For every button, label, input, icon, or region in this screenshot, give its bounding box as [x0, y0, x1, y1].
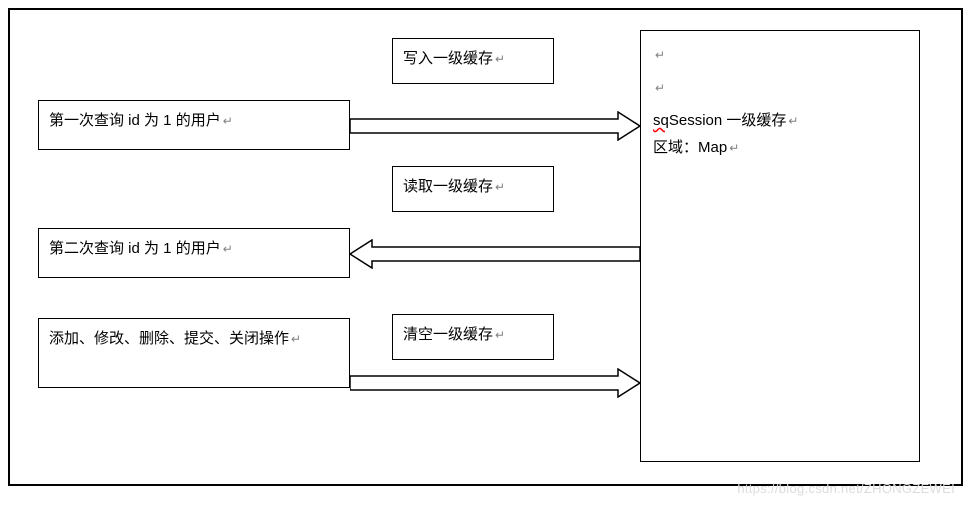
cache-line2-text: 区域：Map — [653, 139, 727, 156]
cache-sq-prefix: sq — [653, 112, 669, 129]
node-clear-cache-text: 清空一级缓存 — [403, 326, 493, 343]
return-mark: ↵ — [291, 332, 301, 346]
node-clear-cache: 清空一级缓存↵ — [392, 314, 554, 360]
return-mark: ↵ — [729, 141, 739, 155]
node-query2-text: 第二次查询 id 为 1 的用户 — [49, 240, 221, 257]
return-mark: ↵ — [495, 52, 505, 66]
node-write-cache-text: 写入一级缓存 — [403, 50, 493, 67]
return-mark: ↵ — [223, 242, 233, 256]
node-query2: 第二次查询 id 为 1 的用户↵ — [38, 228, 350, 278]
arrow-query1-to-cache — [350, 111, 640, 141]
node-query1: 第一次查询 id 为 1 的用户↵ — [38, 100, 350, 150]
return-mark: ↵ — [223, 114, 233, 128]
node-read-cache-text: 读取一级缓存 — [403, 178, 493, 195]
node-cache-region: ↵ ↵ sqSession 一级缓存↵ 区域：Map↵ — [640, 30, 920, 462]
watermark: https://blog.csdn.net/ZHONGZEWEI — [737, 481, 955, 496]
node-ops-text: 添加、修改、删除、提交、关闭操作 — [49, 330, 289, 347]
cache-line2: 区域：Map↵ — [653, 134, 907, 161]
node-query1-text: 第一次查询 id 为 1 的用户 — [49, 112, 221, 129]
cache-line1: sqSession 一级缓存↵ — [653, 107, 907, 134]
node-read-cache: 读取一级缓存↵ — [392, 166, 554, 212]
node-write-cache: 写入一级缓存↵ — [392, 38, 554, 84]
node-ops: 添加、修改、删除、提交、关闭操作↵ — [38, 318, 350, 388]
cache-line1-rest: Session 一级缓存 — [669, 112, 787, 129]
arrow-cache-to-query2 — [350, 239, 640, 269]
return-mark: ↵ — [655, 81, 665, 95]
arrow-ops-to-cache — [350, 368, 640, 398]
return-mark: ↵ — [495, 180, 505, 194]
return-mark: ↵ — [788, 114, 798, 128]
return-mark: ↵ — [495, 328, 505, 342]
return-mark: ↵ — [655, 48, 665, 62]
